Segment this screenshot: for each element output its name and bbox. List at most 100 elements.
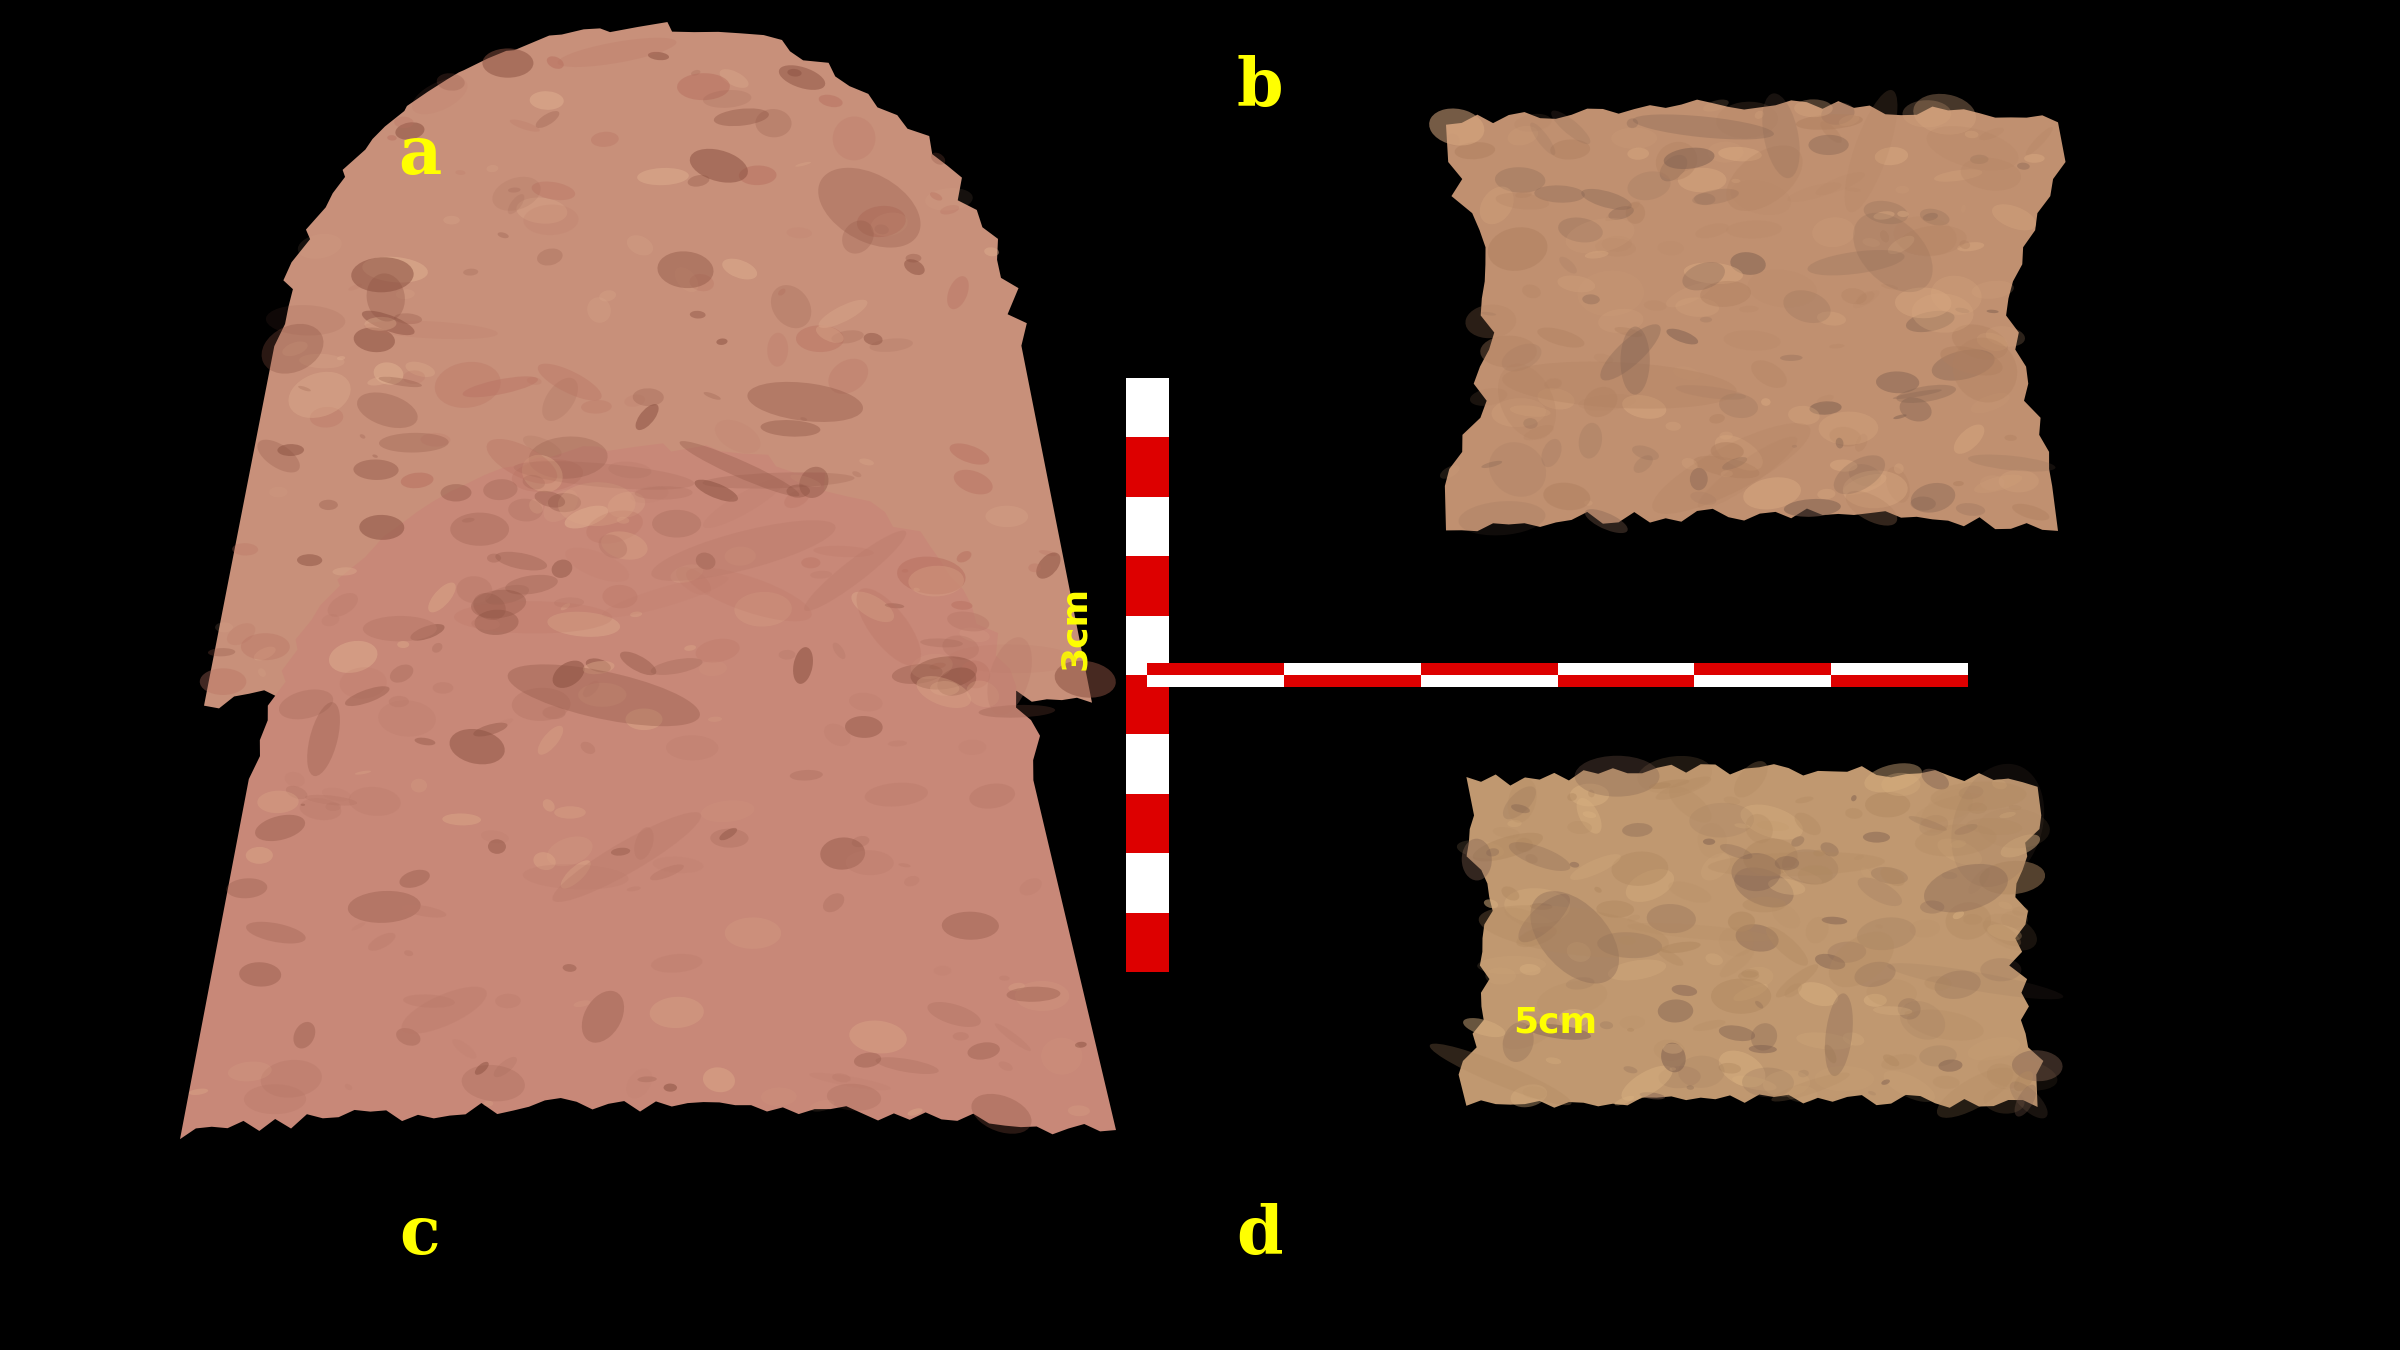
Ellipse shape <box>1910 497 1937 510</box>
Ellipse shape <box>1817 173 1865 196</box>
Ellipse shape <box>1987 1064 2021 1089</box>
Ellipse shape <box>941 205 960 215</box>
Ellipse shape <box>1951 324 2009 360</box>
Ellipse shape <box>245 846 274 864</box>
Bar <box>1126 437 1169 497</box>
Ellipse shape <box>677 567 710 595</box>
Ellipse shape <box>1766 926 1807 965</box>
Ellipse shape <box>914 587 919 591</box>
Ellipse shape <box>262 1060 322 1098</box>
Ellipse shape <box>1481 460 1502 468</box>
Ellipse shape <box>1922 213 1937 221</box>
Ellipse shape <box>931 192 943 201</box>
Ellipse shape <box>689 176 710 186</box>
Ellipse shape <box>228 1061 271 1081</box>
Ellipse shape <box>689 148 749 182</box>
Ellipse shape <box>310 406 343 428</box>
Ellipse shape <box>266 305 346 336</box>
Ellipse shape <box>924 188 972 211</box>
Ellipse shape <box>269 487 288 497</box>
Ellipse shape <box>1481 186 1514 224</box>
Ellipse shape <box>1879 231 1889 243</box>
Ellipse shape <box>1589 790 1594 798</box>
Ellipse shape <box>1567 794 1577 801</box>
Ellipse shape <box>461 1065 526 1102</box>
Ellipse shape <box>1526 855 1538 864</box>
Ellipse shape <box>288 371 350 418</box>
Ellipse shape <box>1738 971 1759 981</box>
Ellipse shape <box>1762 93 1800 178</box>
Ellipse shape <box>1524 418 1538 429</box>
Ellipse shape <box>1790 836 1805 846</box>
Ellipse shape <box>487 840 506 853</box>
Ellipse shape <box>854 1053 881 1068</box>
Ellipse shape <box>1862 238 1879 247</box>
Ellipse shape <box>454 601 612 633</box>
Ellipse shape <box>842 220 874 254</box>
Ellipse shape <box>1517 926 1558 948</box>
Ellipse shape <box>869 339 912 352</box>
Polygon shape <box>180 443 1116 1139</box>
Ellipse shape <box>494 1057 516 1077</box>
Ellipse shape <box>1742 969 1759 977</box>
Ellipse shape <box>634 486 694 500</box>
Ellipse shape <box>1750 1045 1776 1053</box>
Ellipse shape <box>509 120 540 132</box>
Ellipse shape <box>1889 236 1915 254</box>
Ellipse shape <box>1682 262 1726 290</box>
Ellipse shape <box>1507 819 1522 828</box>
Ellipse shape <box>1596 239 1637 256</box>
Ellipse shape <box>1884 1071 1934 1102</box>
Ellipse shape <box>2004 435 2016 441</box>
Ellipse shape <box>1644 301 1666 310</box>
Ellipse shape <box>1577 798 1601 834</box>
Ellipse shape <box>600 532 648 560</box>
Ellipse shape <box>379 377 422 387</box>
Ellipse shape <box>1853 290 1879 308</box>
Ellipse shape <box>401 472 434 489</box>
Ellipse shape <box>1651 423 1810 514</box>
Ellipse shape <box>715 339 727 346</box>
Ellipse shape <box>1874 211 1894 220</box>
Ellipse shape <box>1968 1037 2021 1061</box>
Ellipse shape <box>509 188 521 193</box>
Ellipse shape <box>802 558 821 568</box>
Ellipse shape <box>710 829 749 848</box>
Ellipse shape <box>1829 344 1846 348</box>
Bar <box>1126 378 1169 437</box>
Ellipse shape <box>1961 204 1966 213</box>
Ellipse shape <box>1666 421 1680 431</box>
Ellipse shape <box>1702 853 1730 880</box>
Ellipse shape <box>1817 489 1836 500</box>
Ellipse shape <box>1853 855 1865 860</box>
Ellipse shape <box>1627 171 1670 200</box>
Ellipse shape <box>998 976 1010 980</box>
Ellipse shape <box>245 1084 307 1114</box>
Ellipse shape <box>547 57 564 69</box>
Ellipse shape <box>1721 949 1754 977</box>
Ellipse shape <box>1649 779 1690 788</box>
Ellipse shape <box>1788 182 1841 201</box>
Ellipse shape <box>1788 406 1819 425</box>
Ellipse shape <box>1913 95 1975 135</box>
Ellipse shape <box>420 433 451 447</box>
Ellipse shape <box>372 455 377 458</box>
Bar <box>1421 663 1558 675</box>
Ellipse shape <box>336 356 346 360</box>
Ellipse shape <box>1661 942 1702 953</box>
Ellipse shape <box>1567 942 1591 963</box>
Ellipse shape <box>1543 483 1591 510</box>
Ellipse shape <box>1658 1066 1702 1088</box>
Ellipse shape <box>650 657 703 675</box>
Ellipse shape <box>1956 242 1985 251</box>
Ellipse shape <box>852 471 862 477</box>
Ellipse shape <box>542 490 578 522</box>
Ellipse shape <box>778 289 785 296</box>
Ellipse shape <box>828 1084 881 1111</box>
Ellipse shape <box>528 377 542 385</box>
Ellipse shape <box>790 475 821 487</box>
Ellipse shape <box>1915 824 1997 856</box>
Ellipse shape <box>1466 305 1517 339</box>
Ellipse shape <box>434 362 502 408</box>
Ellipse shape <box>953 470 994 494</box>
